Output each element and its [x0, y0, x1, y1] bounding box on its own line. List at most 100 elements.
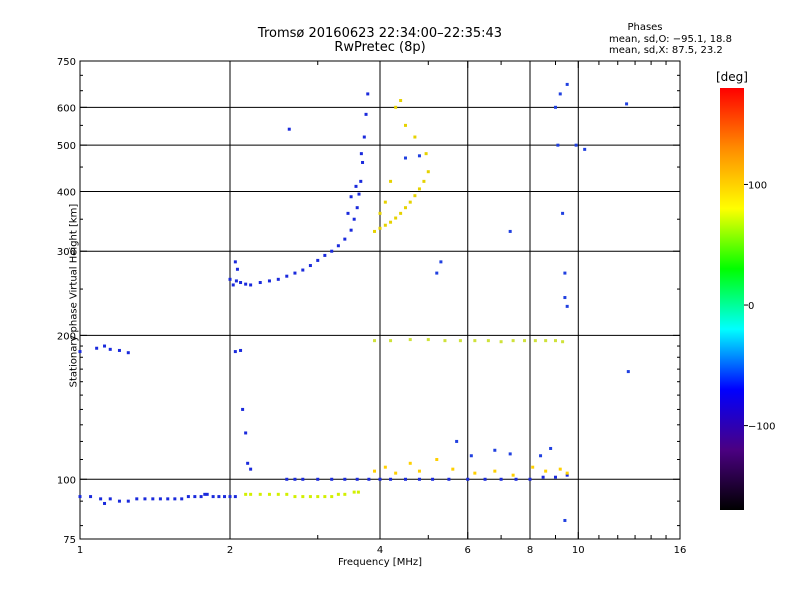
- data-point: [458, 339, 462, 343]
- data-point: [323, 495, 327, 499]
- data-point: [549, 446, 553, 450]
- data-point: [95, 346, 99, 350]
- data-point: [403, 123, 407, 127]
- colorbar-tick-label: −100: [748, 422, 775, 433]
- data-point: [293, 477, 297, 481]
- y-tick-label: 100: [57, 475, 76, 486]
- data-point: [563, 518, 567, 522]
- data-point: [357, 192, 361, 196]
- data-point: [158, 497, 162, 501]
- data-point: [244, 431, 248, 435]
- data-point: [349, 228, 353, 232]
- data-point: [455, 439, 459, 443]
- data-point: [241, 407, 245, 411]
- data-point: [417, 187, 421, 191]
- colorbar-unit-label: [deg]: [716, 70, 748, 84]
- data-point: [258, 492, 262, 496]
- data-point: [355, 477, 359, 481]
- x-tick-label: 16: [674, 545, 687, 556]
- data-point: [99, 497, 103, 501]
- data-point: [378, 226, 382, 230]
- data-point: [544, 339, 548, 343]
- data-point: [287, 127, 291, 131]
- data-point: [239, 348, 243, 352]
- data-point: [486, 339, 490, 343]
- data-point: [126, 351, 130, 355]
- data-point: [417, 469, 421, 473]
- data-point: [378, 211, 382, 215]
- data-point: [626, 370, 630, 374]
- data-point: [359, 152, 363, 156]
- data-point: [493, 448, 497, 452]
- data-point: [258, 281, 262, 285]
- data-point: [399, 211, 403, 215]
- data-point: [166, 497, 170, 501]
- data-point: [373, 229, 377, 233]
- data-point: [539, 454, 543, 458]
- data-point: [246, 461, 250, 465]
- colorbar-ticks: 100 0 −100: [744, 180, 775, 433]
- x-axis-ticks: 1 2 4 6 8 10 16: [77, 61, 687, 556]
- data-point: [180, 497, 184, 501]
- data-point: [301, 268, 305, 272]
- data-point: [205, 492, 209, 496]
- data-point: [389, 220, 393, 224]
- phase-colorbar: [720, 88, 744, 510]
- data-point: [389, 477, 393, 481]
- data-point: [408, 461, 412, 465]
- data-point: [528, 477, 532, 481]
- data-point: [285, 492, 289, 496]
- data-point: [108, 497, 112, 501]
- data-point: [435, 271, 439, 275]
- y-axis-ticks: 75 100 200 300 400 500 600 750: [57, 57, 680, 546]
- data-point: [469, 454, 473, 458]
- data-point: [276, 492, 280, 496]
- data-point: [399, 99, 403, 103]
- data-point: [565, 82, 569, 86]
- data-point: [553, 475, 557, 479]
- data-point: [233, 495, 237, 499]
- data-point: [249, 283, 253, 287]
- data-point: [563, 271, 567, 275]
- data-point: [151, 497, 155, 501]
- data-point: [343, 237, 347, 241]
- data-point: [330, 495, 334, 499]
- data-point: [301, 495, 305, 499]
- x-tick-label: 4: [377, 545, 383, 556]
- data-point: [308, 495, 312, 499]
- x-tick-label: 2: [227, 545, 233, 556]
- data-point: [394, 471, 398, 475]
- data-point: [361, 160, 365, 164]
- data-point: [126, 499, 130, 503]
- data-point: [316, 258, 320, 262]
- data-point: [301, 477, 305, 481]
- data-point: [228, 277, 232, 281]
- data-point: [403, 477, 407, 481]
- data-point: [561, 211, 565, 215]
- data-point: [235, 267, 239, 271]
- data-point: [244, 282, 248, 286]
- data-point: [565, 304, 569, 308]
- data-point: [426, 338, 430, 342]
- data-point: [285, 274, 289, 278]
- data-point: [89, 495, 93, 499]
- data-point: [483, 477, 487, 481]
- colorbar-tick-label: 0: [748, 301, 754, 312]
- x-tick-label: 8: [527, 545, 533, 556]
- data-point: [443, 339, 447, 343]
- legend-line-x-mode: mean, sd,X: 87.5, 23.2: [609, 45, 723, 56]
- data-point: [359, 179, 363, 183]
- data-point: [431, 477, 435, 481]
- data-point: [447, 477, 451, 481]
- data-point: [493, 469, 497, 473]
- legend-line-o-mode: mean, sd,O: −95.1, 18.8: [609, 34, 732, 45]
- data-point: [451, 467, 455, 471]
- data-point: [383, 200, 387, 204]
- data-point: [499, 340, 503, 344]
- data-point: [330, 249, 334, 253]
- data-point: [408, 200, 412, 204]
- data-point: [424, 152, 428, 156]
- data-point: [389, 179, 393, 183]
- data-point: [378, 477, 382, 481]
